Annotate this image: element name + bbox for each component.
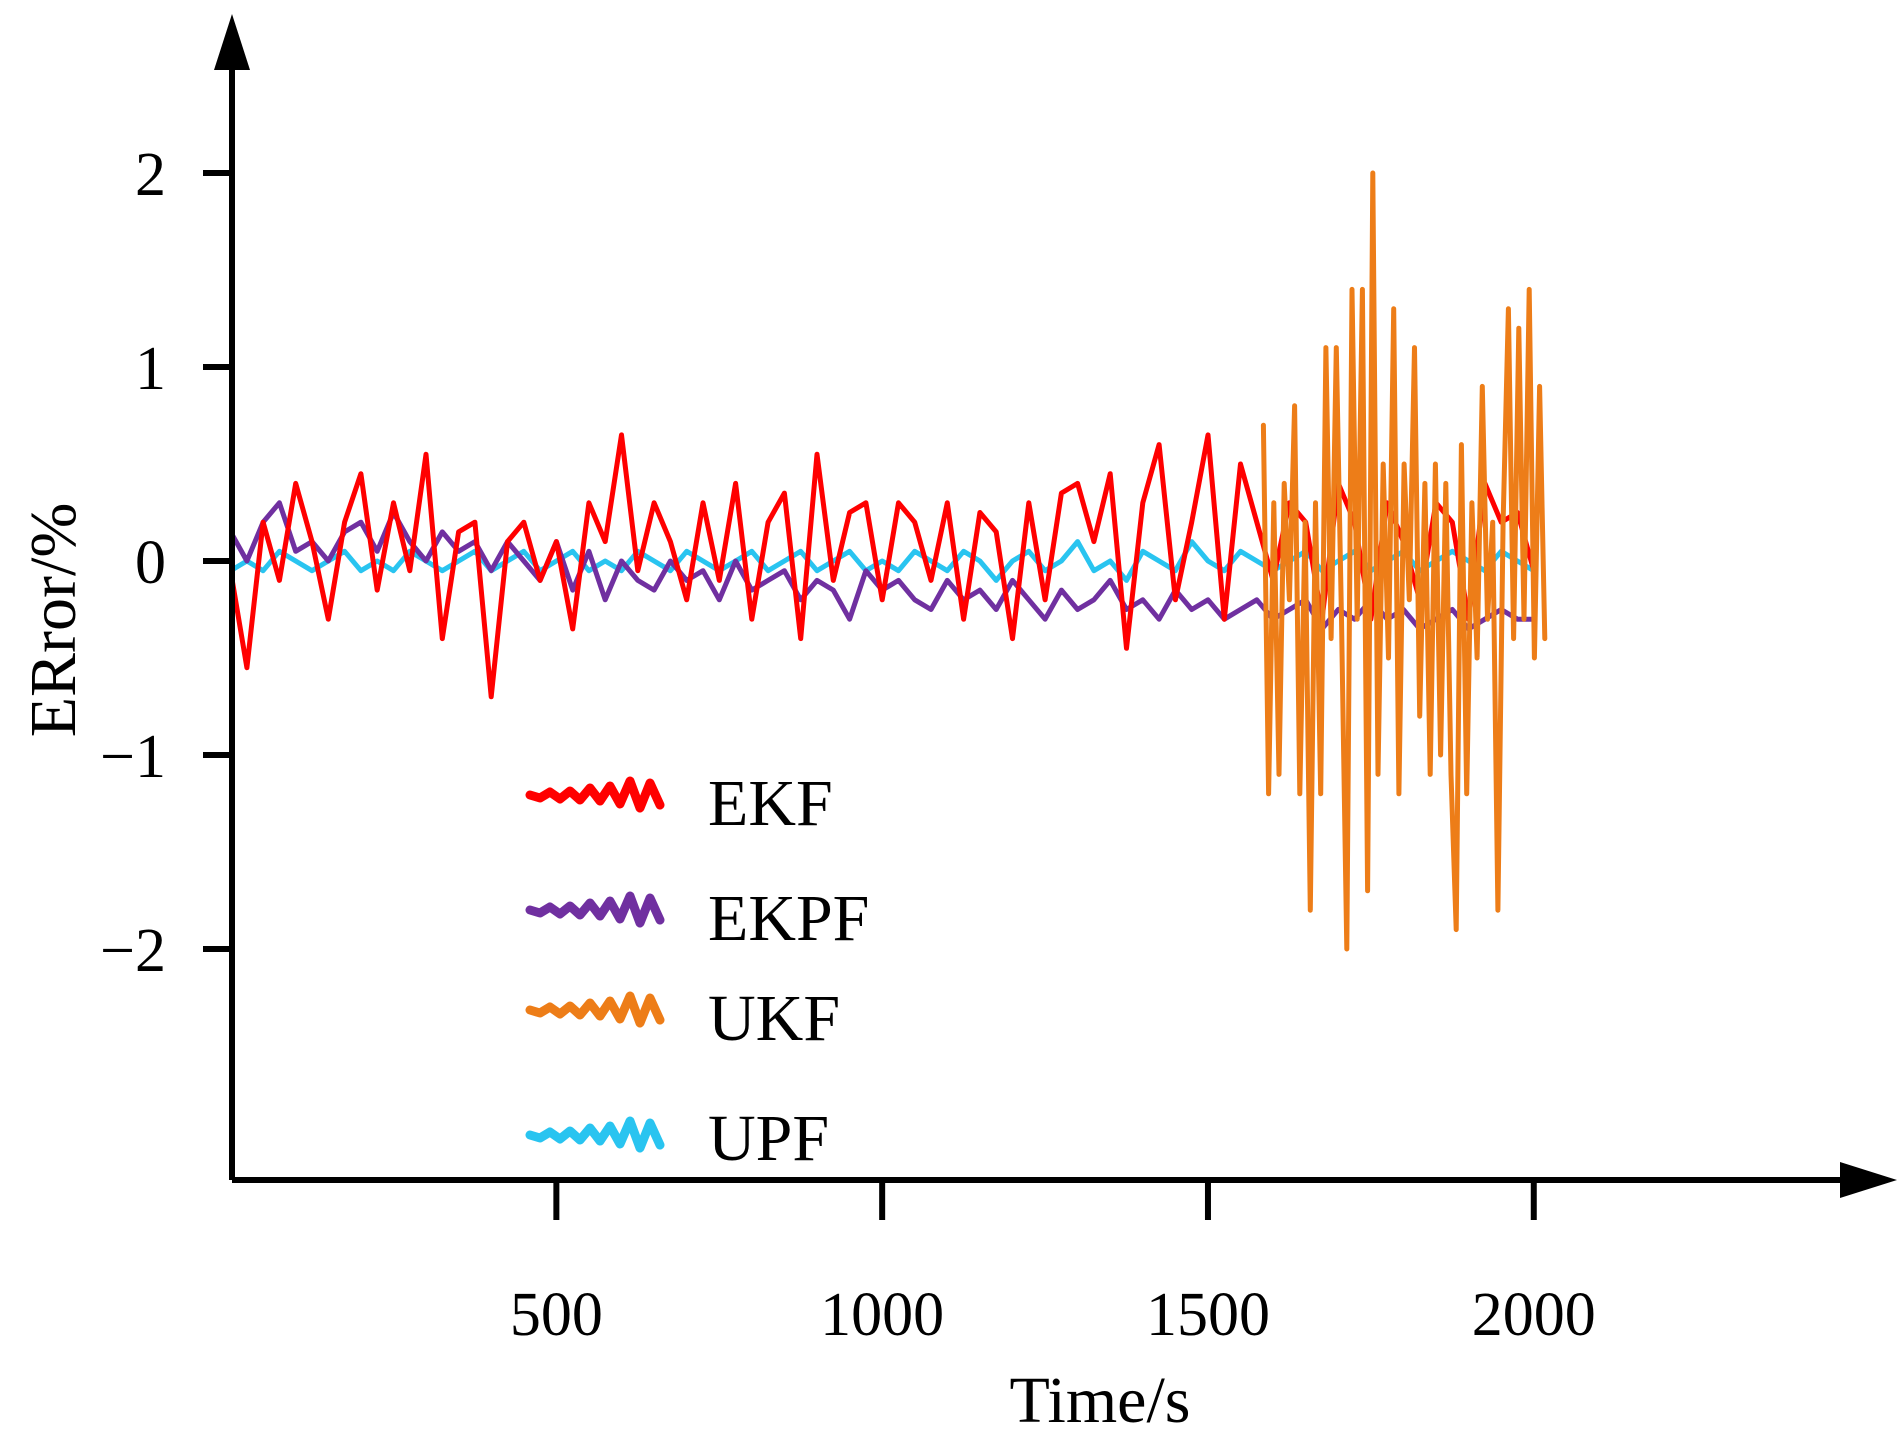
ticks: 500 1000 1500 2000 2 1 0 −1 −2 <box>100 141 1596 1349</box>
y-tick-label: −2 <box>100 917 166 985</box>
legend-swatch-ekf <box>525 776 665 813</box>
y-tick-label: 0 <box>135 529 166 597</box>
x-tick-label: 500 <box>510 1281 603 1349</box>
axes <box>214 14 1897 1198</box>
y-axis-title: ERror/% <box>17 503 90 738</box>
legend-swatch-ukf <box>525 991 665 1028</box>
legend-swatch-ekpf <box>525 891 665 928</box>
series-layer <box>232 170 1548 952</box>
y-tick-label: 2 <box>135 141 166 209</box>
x-tick-label: 1500 <box>1146 1281 1270 1349</box>
series-line-ukf <box>1260 170 1548 952</box>
x-axis-arrow <box>1840 1162 1897 1198</box>
x-tick-label: 2000 <box>1472 1281 1596 1349</box>
legend-label-ekf: EKF <box>708 767 833 840</box>
legend-label-ekpf: EKPF <box>708 882 869 955</box>
x-axis-title: Time/s <box>1010 1364 1191 1437</box>
legend-label-ukf: UKF <box>708 982 840 1055</box>
legend: EKF EKPF UKF UPF <box>525 767 869 1175</box>
y-axis-arrow <box>214 14 250 70</box>
y-tick-label: 1 <box>135 335 166 403</box>
y-tick-label: −1 <box>100 723 166 791</box>
x-tick-label: 1000 <box>820 1281 944 1349</box>
legend-label-upf: UPF <box>708 1102 829 1175</box>
legend-swatch-upf <box>525 1116 665 1153</box>
